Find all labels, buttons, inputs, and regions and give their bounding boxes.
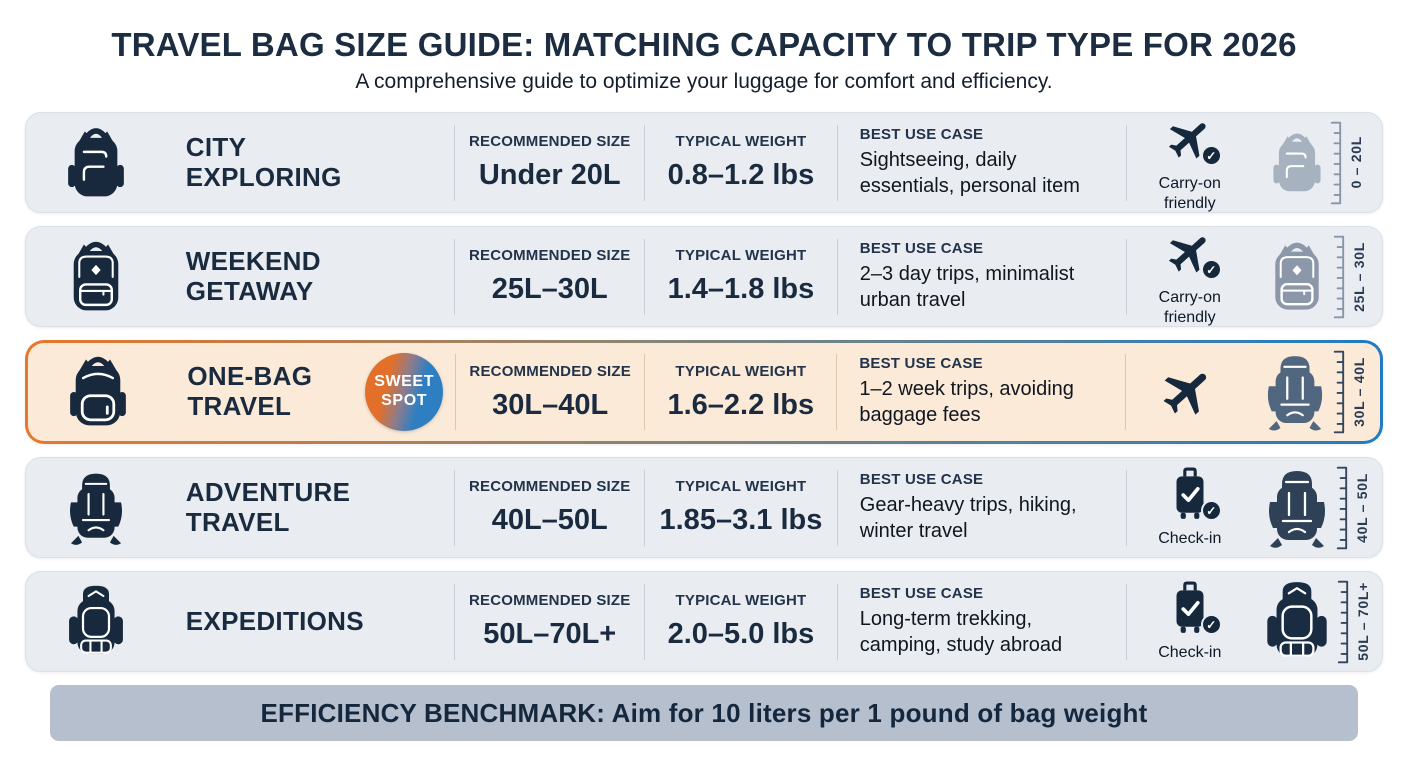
trip-type-title: ADVENTURE TRAVEL bbox=[185, 476, 351, 537]
onebag-backpack-icon bbox=[68, 353, 128, 431]
trip-type-title: WEEKEND GETAWAY bbox=[185, 245, 321, 306]
typical-weight-value: 2.0–5.0 lbs bbox=[667, 618, 815, 650]
recommended-size-label: RECOMMENDED SIZE bbox=[468, 133, 631, 150]
recommended-size-label: RECOMMENDED SIZE bbox=[468, 478, 631, 495]
ruler-icon bbox=[1335, 578, 1350, 666]
efficiency-benchmark-banner: EFFICIENCY BENCHMARK: Aim for 10 liters … bbox=[50, 685, 1358, 741]
trip-type-title: ONE-BAG TRAVEL bbox=[187, 361, 313, 421]
capacity-range-label: 50L – 70L+ bbox=[1354, 582, 1371, 661]
capacity-bag-icon bbox=[1264, 579, 1330, 665]
capacity-range-label: 25L – 30L bbox=[1350, 241, 1367, 312]
recommended-size-value: 30L–40L bbox=[492, 388, 609, 421]
column-divider bbox=[454, 124, 456, 201]
column-divider bbox=[836, 124, 838, 201]
column-divider bbox=[836, 354, 838, 430]
infographic: TRAVEL BAG SIZE GUIDE: MATCHING CAPACITY… bbox=[25, 26, 1383, 741]
recommended-size-label: RECOMMENDED SIZE bbox=[468, 247, 631, 264]
column-divider bbox=[644, 583, 646, 660]
ruler-icon bbox=[1328, 119, 1343, 207]
recommended-size-label: RECOMMENDED SIZE bbox=[469, 362, 631, 380]
ruler-icon bbox=[1334, 464, 1349, 552]
airline-status-label: Check-in bbox=[1158, 530, 1222, 548]
row-expeditions: EXPEDITIONS RECOMMENDED SIZE 50L–70L+ TY… bbox=[25, 571, 1383, 672]
typical-weight-label: TYPICAL WEIGHT bbox=[675, 362, 807, 380]
page-subtitle: A comprehensive guide to optimize your l… bbox=[355, 70, 1053, 93]
row-weekend-getaway: WEEKEND GETAWAY RECOMMENDED SIZE 25L–30L… bbox=[25, 226, 1383, 327]
recommended-size-label: RECOMMENDED SIZE bbox=[468, 592, 631, 609]
column-divider bbox=[1126, 124, 1128, 201]
sweet-spot-badge: SWEET SPOT bbox=[365, 353, 444, 431]
best-use-case-value: Sightseeing, daily essentials, personal … bbox=[859, 148, 1080, 197]
page-title: TRAVEL BAG SIZE GUIDE: MATCHING CAPACITY… bbox=[111, 26, 1297, 63]
row-city-exploring: CITY EXPLORING RECOMMENDED SIZE Under 20… bbox=[25, 112, 1383, 213]
plane-icon bbox=[1147, 351, 1229, 433]
check-badge-icon: ✓ bbox=[1200, 259, 1222, 281]
check-badge-icon: ✓ bbox=[1200, 614, 1222, 636]
capacity-bag-icon bbox=[1268, 239, 1326, 315]
typical-weight-value: 0.8–1.2 lbs bbox=[667, 159, 815, 191]
capacity-bag-icon bbox=[1265, 466, 1329, 550]
column-divider bbox=[644, 469, 646, 546]
check-badge-icon: ✓ bbox=[1200, 500, 1222, 522]
row-adventure-travel: ADVENTURE TRAVEL RECOMMENDED SIZE 40L–50… bbox=[25, 457, 1383, 558]
column-divider bbox=[1126, 469, 1128, 546]
column-divider bbox=[1126, 238, 1128, 315]
capacity-range-label: 0 – 20L bbox=[1347, 136, 1364, 189]
row-one-bag-travel-highlighted: ONE-BAG TRAVEL SWEET SPOT RECOMMENDED SI… bbox=[25, 340, 1383, 444]
best-use-case-value: Long-term trekking, camping, study abroa… bbox=[859, 607, 1063, 656]
capacity-range-label: 40L – 50L bbox=[1353, 472, 1370, 543]
best-use-case-value: 1–2 week trips, avoiding baggage fees bbox=[859, 378, 1074, 426]
column-divider bbox=[455, 354, 457, 430]
daypack-icon bbox=[66, 124, 126, 202]
best-use-case-label: BEST USE CASE bbox=[859, 355, 983, 373]
column-divider bbox=[836, 469, 838, 546]
best-use-case-label: BEST USE CASE bbox=[859, 239, 984, 257]
trip-type-title: EXPEDITIONS bbox=[185, 605, 364, 636]
recommended-size-value: 50L–70L+ bbox=[483, 618, 617, 650]
typical-weight-label: TYPICAL WEIGHT bbox=[675, 478, 807, 495]
column-divider bbox=[644, 354, 646, 430]
recommended-size-value: Under 20L bbox=[478, 159, 621, 191]
best-use-case-label: BEST USE CASE bbox=[859, 125, 984, 143]
hiking-backpack-icon bbox=[66, 469, 126, 547]
airline-status-label: Carry-on friendly bbox=[1158, 289, 1221, 326]
column-divider bbox=[836, 583, 838, 660]
column-divider bbox=[644, 124, 646, 201]
column-divider bbox=[1126, 583, 1128, 660]
capacity-bag-icon bbox=[1271, 130, 1323, 196]
bag-size-table: CITY EXPLORING RECOMMENDED SIZE Under 20… bbox=[25, 112, 1383, 672]
expedition-backpack-icon bbox=[66, 583, 126, 661]
column-divider bbox=[836, 238, 838, 315]
column-divider bbox=[454, 583, 456, 660]
best-use-case-value: 2–3 day trips, minimalist urban travel bbox=[859, 262, 1075, 311]
capacity-range-label: 30L – 40L bbox=[1350, 357, 1367, 427]
weekend-backpack-icon bbox=[66, 238, 126, 316]
best-use-case-value: Gear-heavy trips, hiking, winter travel bbox=[859, 493, 1077, 542]
best-use-case-label: BEST USE CASE bbox=[859, 584, 984, 602]
column-divider bbox=[454, 469, 456, 546]
ruler-icon bbox=[1331, 233, 1346, 321]
typical-weight-label: TYPICAL WEIGHT bbox=[675, 592, 807, 609]
check-badge-icon: ✓ bbox=[1200, 145, 1222, 167]
recommended-size-value: 25L–30L bbox=[491, 273, 608, 305]
best-use-case-label: BEST USE CASE bbox=[859, 470, 984, 488]
typical-weight-value: 1.85–3.1 lbs bbox=[659, 504, 823, 536]
airline-status-label: Check-in bbox=[1158, 644, 1222, 662]
column-divider bbox=[644, 238, 646, 315]
typical-weight-label: TYPICAL WEIGHT bbox=[675, 247, 807, 264]
airline-status-label: Carry-on friendly bbox=[1158, 175, 1221, 212]
trip-type-title: CITY EXPLORING bbox=[185, 131, 342, 192]
column-divider bbox=[454, 238, 456, 315]
ruler-icon bbox=[1331, 348, 1346, 436]
typical-weight-value: 1.4–1.8 lbs bbox=[667, 273, 815, 305]
typical-weight-label: TYPICAL WEIGHT bbox=[675, 133, 807, 150]
typical-weight-value: 1.6–2.2 lbs bbox=[667, 388, 815, 421]
capacity-bag-icon bbox=[1264, 351, 1326, 433]
recommended-size-value: 40L–50L bbox=[491, 504, 608, 536]
column-divider bbox=[1125, 354, 1127, 430]
